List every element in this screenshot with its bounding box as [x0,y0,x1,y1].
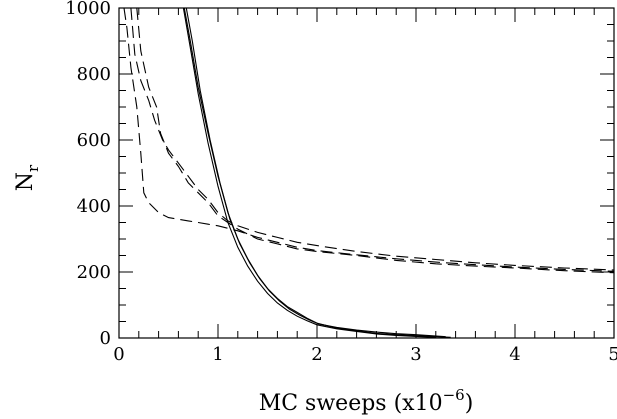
x-tick-label: 0 [113,344,124,365]
x-axis-title-end: ) [465,391,474,416]
x-axis-title: MC sweeps (x10−6) [259,386,474,416]
y-tick-label: 200 [77,262,111,283]
y-tick-label: 600 [77,130,111,151]
x-axis-title-sup: −6 [443,386,465,404]
solid-series-line-2 [185,8,446,338]
y-axis-title-main: N [13,172,38,191]
solid-series-line-3 [182,8,436,338]
tick-labels: 0 1 2 3 4 5 0 200 400 600 800 1000 [65,0,617,365]
x-tick-label: 5 [608,344,617,365]
dashed-series-line-4 [123,8,614,272]
dashed-series-line-5 [136,8,614,274]
dashed-series-line-6 [130,8,614,271]
y-axis-title: Nr [13,164,42,191]
y-tick-label: 0 [100,328,111,349]
axis-ticks [118,7,615,339]
x-tick-label: 4 [509,344,520,365]
x-axis-title-main: MC sweeps (x10 [259,391,443,416]
x-tick-label: 3 [410,344,421,365]
solid-series-line-1 [183,8,451,338]
y-tick-label: 400 [77,196,111,217]
y-tick-label: 1000 [65,0,111,19]
series-layer [123,8,614,338]
x-tick-label: 2 [311,344,322,365]
x-tick-label: 1 [212,344,223,365]
y-tick-label: 800 [77,64,111,85]
y-axis-title-sub: r [24,164,42,172]
